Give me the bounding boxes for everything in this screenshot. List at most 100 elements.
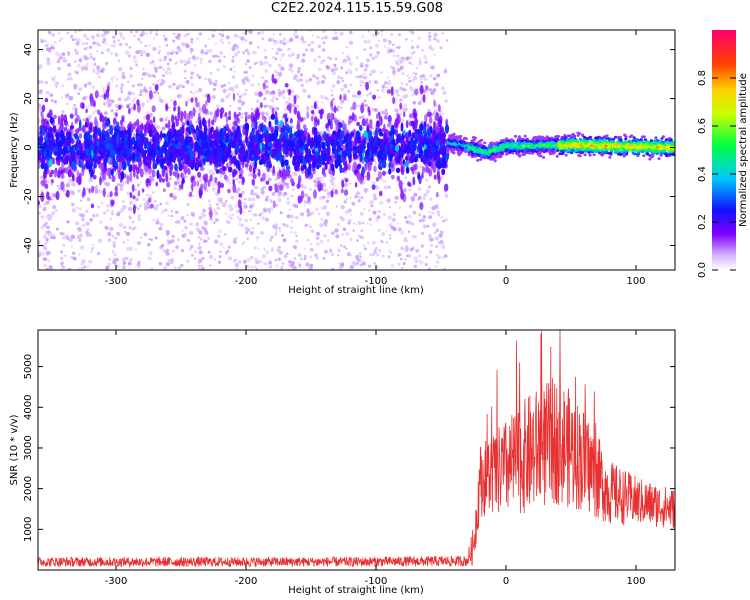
spectrum-point — [332, 36, 336, 41]
spectrum-point — [143, 204, 148, 209]
spectrum-point — [109, 44, 113, 48]
spectrum-point — [141, 77, 144, 80]
spectrum-point — [133, 97, 136, 100]
spectrum-point — [444, 99, 448, 103]
spectrum-point — [364, 63, 369, 68]
spectrum-point — [162, 266, 168, 270]
spectrum-point — [73, 103, 76, 107]
spectrum-point — [99, 113, 102, 123]
spectrum-point — [255, 194, 260, 199]
spectrum-point — [424, 57, 428, 61]
spectrum-point — [281, 55, 284, 58]
spectrum-point — [241, 101, 246, 106]
spectrum-point — [54, 75, 57, 78]
spectrum-point — [376, 266, 380, 269]
spectrum-point — [124, 50, 129, 55]
spectrum-point — [264, 56, 268, 59]
spectrum-point — [279, 39, 284, 45]
spectrum-point — [320, 217, 324, 221]
spectrum-point — [381, 88, 385, 91]
spectrum-point — [425, 189, 430, 194]
spectrum-point — [363, 179, 366, 182]
spectrum-point — [202, 213, 207, 218]
spectrum-point — [392, 212, 396, 217]
spectrum-point — [388, 48, 393, 53]
spectrum-point — [200, 267, 206, 270]
spectrum-point — [363, 68, 368, 72]
spectrum-point — [204, 77, 207, 80]
spectrum-point — [215, 54, 218, 58]
spectrum-point — [198, 242, 201, 246]
spectrum-point — [207, 250, 211, 254]
spectrum-point — [412, 50, 416, 54]
spectrum-point — [384, 108, 388, 112]
spectrum-point — [426, 167, 431, 173]
spectrum-point — [169, 192, 174, 198]
spectrum-point — [184, 77, 187, 80]
spectrum-point — [94, 90, 99, 99]
spectrum-point — [60, 267, 64, 270]
spectrum-point — [364, 75, 368, 79]
spectrum-point — [90, 185, 95, 194]
spectrum-point — [388, 162, 391, 169]
spectrum-point — [89, 55, 94, 60]
spectrum-point — [441, 245, 446, 250]
spectrum-point — [262, 254, 266, 259]
spectrum-point — [340, 204, 345, 210]
spectrum-point — [65, 236, 69, 240]
spectrum-point — [364, 26, 367, 29]
spectrum-point — [137, 207, 140, 210]
spectrum-point — [408, 76, 411, 79]
spectrum-point — [162, 34, 165, 37]
spectrum-point — [270, 249, 274, 252]
spectrum-point — [404, 156, 409, 161]
spectrum-point — [323, 221, 328, 226]
spectrum-point — [228, 256, 233, 261]
spectrum-point — [249, 218, 253, 222]
spectrum-point — [322, 257, 326, 260]
spectrum-point — [349, 83, 353, 87]
spectrum-point — [410, 45, 415, 50]
spectrum-point — [399, 98, 403, 102]
spectrum-point — [174, 181, 178, 186]
spectrum-point — [78, 229, 82, 233]
spectrum-point — [418, 219, 422, 223]
spectrum-point — [344, 210, 349, 214]
spectrum-point — [381, 170, 386, 176]
spectrum-point — [363, 244, 366, 247]
spectrum-point — [80, 213, 85, 218]
spectrum-point — [56, 184, 60, 188]
spectrum-point — [193, 257, 197, 260]
spectrum-point — [371, 56, 376, 61]
spectrum-point — [410, 63, 413, 66]
spectrum-point — [169, 177, 172, 180]
spectrum-point — [138, 125, 143, 130]
spectrum-point — [139, 40, 143, 44]
spectrum-point — [38, 250, 42, 255]
spectrum-point — [353, 222, 356, 225]
spectrum-point — [419, 202, 424, 210]
spectrum-point — [435, 245, 438, 248]
spectrum-point — [49, 93, 54, 97]
spectrum-point — [356, 104, 360, 108]
spectrum-point — [388, 206, 392, 209]
spectrum-point — [284, 159, 289, 166]
spectrum-point — [331, 231, 335, 235]
spectrum-point — [349, 182, 352, 185]
spectrum-point — [120, 91, 124, 94]
spectrum-point — [267, 207, 270, 210]
spectrum-point — [186, 259, 190, 264]
spectrum-point — [344, 123, 347, 130]
spectrum-point — [254, 93, 258, 96]
spectrum-point — [309, 263, 314, 268]
spectrum-point — [88, 177, 94, 183]
spectrum-point — [214, 42, 218, 46]
spectrum-point — [242, 241, 246, 244]
spectrum-point — [238, 222, 241, 226]
spectrum-point — [227, 41, 231, 45]
spectrum-point — [41, 114, 44, 120]
spectrum-point — [388, 79, 391, 82]
spectrum-point — [211, 95, 216, 100]
spectrum-point — [158, 78, 161, 81]
spectrum-point — [256, 61, 259, 64]
